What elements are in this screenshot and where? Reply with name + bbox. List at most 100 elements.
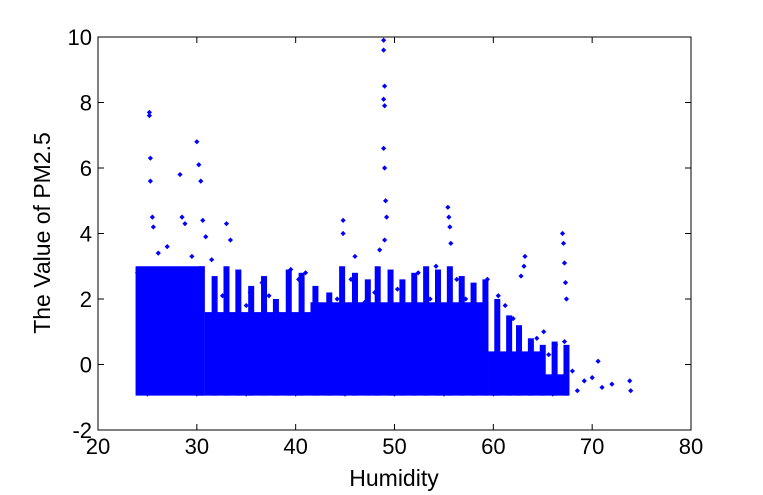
data-points xyxy=(134,37,634,397)
dense-point-column xyxy=(411,272,418,396)
data-point xyxy=(574,388,580,394)
dense-point-column xyxy=(539,344,546,396)
data-point xyxy=(382,83,388,89)
data-point xyxy=(382,237,388,243)
data-point xyxy=(433,263,439,269)
data-point xyxy=(490,391,496,397)
data-point xyxy=(377,247,383,253)
dense-point-column xyxy=(527,338,534,396)
x-axis-label: Humidity xyxy=(349,465,439,491)
dense-point-column xyxy=(326,292,333,396)
dense-point-column xyxy=(563,344,570,396)
data-point xyxy=(562,280,569,286)
data-point xyxy=(340,217,346,223)
data-point xyxy=(445,204,451,210)
x-tick-label: 20 xyxy=(86,434,110,459)
data-point xyxy=(352,253,358,260)
dense-point-column xyxy=(399,279,406,396)
data-point xyxy=(541,329,547,335)
data-point xyxy=(569,368,575,374)
data-point xyxy=(521,263,527,269)
data-point xyxy=(164,244,170,250)
data-point xyxy=(495,293,501,299)
data-point xyxy=(182,221,188,227)
data-point xyxy=(194,139,200,145)
data-point xyxy=(223,221,230,227)
data-point xyxy=(150,224,156,230)
data-point xyxy=(293,391,299,397)
data-point xyxy=(381,96,387,102)
data-point xyxy=(288,266,294,273)
dense-point-column xyxy=(494,299,501,396)
dense-point-column xyxy=(516,325,523,396)
data-point xyxy=(552,342,559,348)
data-point xyxy=(589,375,595,381)
data-point xyxy=(382,103,388,109)
data-point xyxy=(203,234,209,240)
data-point xyxy=(227,237,234,243)
y-tick-label: 6 xyxy=(80,156,92,181)
data-point xyxy=(559,230,566,237)
data-point xyxy=(382,165,388,171)
data-point xyxy=(362,299,368,305)
data-point xyxy=(342,391,348,397)
data-point xyxy=(372,289,378,296)
data-point xyxy=(463,296,469,302)
dense-point-column xyxy=(446,266,453,396)
dense-point-column xyxy=(458,276,465,396)
dense-point-column xyxy=(351,272,358,396)
data-point xyxy=(340,230,346,237)
x-tick-label: 50 xyxy=(382,434,406,459)
data-point xyxy=(274,309,280,315)
y-tick-label: 2 xyxy=(80,287,92,312)
y-tick-label: 0 xyxy=(80,353,92,378)
data-point xyxy=(484,276,491,282)
dense-point-column xyxy=(235,269,242,396)
data-point xyxy=(159,276,165,282)
data-point xyxy=(146,109,152,115)
dense-point-column xyxy=(312,285,319,396)
data-point xyxy=(194,391,200,397)
x-tick-label: 70 xyxy=(580,434,604,459)
y-tick-label: 4 xyxy=(80,222,92,247)
data-point xyxy=(403,302,409,309)
data-point xyxy=(550,391,556,397)
data-point xyxy=(243,302,249,309)
dense-point-column xyxy=(434,269,441,396)
data-point xyxy=(381,47,387,53)
dense-point-column xyxy=(261,276,268,396)
dense-point-cloud xyxy=(204,312,311,396)
data-point xyxy=(200,217,206,223)
data-point xyxy=(134,270,141,276)
data-point xyxy=(446,214,452,220)
data-point xyxy=(147,155,153,161)
dense-point-column xyxy=(551,341,558,396)
data-point xyxy=(247,289,253,296)
y-axis-label: The Value of PM2.5 xyxy=(29,132,55,334)
dense-point-column xyxy=(470,282,477,396)
data-point xyxy=(534,335,540,341)
data-point xyxy=(383,198,389,204)
y-tick-label: 8 xyxy=(80,91,92,116)
dense-point-column xyxy=(198,266,205,396)
data-point xyxy=(530,381,536,387)
x-axis-ticks: 20 30 40 50 60 70 80 xyxy=(86,37,703,459)
data-point xyxy=(149,214,155,220)
data-point xyxy=(302,270,309,276)
dense-point-column xyxy=(506,315,513,396)
data-point xyxy=(561,260,568,266)
x-tick-label: 60 xyxy=(481,434,505,459)
data-point xyxy=(155,250,161,256)
data-point xyxy=(243,391,249,397)
dense-point-column xyxy=(272,299,279,396)
dense-point-column xyxy=(298,272,305,396)
data-point xyxy=(510,316,516,322)
dense-point-column xyxy=(223,266,230,396)
y-axis-ticks: -2 0 2 4 6 8 10 xyxy=(68,25,691,443)
data-point xyxy=(381,37,387,43)
data-point xyxy=(139,309,146,315)
data-point xyxy=(447,224,453,230)
data-point xyxy=(316,316,322,322)
dense-point-column xyxy=(285,269,292,396)
